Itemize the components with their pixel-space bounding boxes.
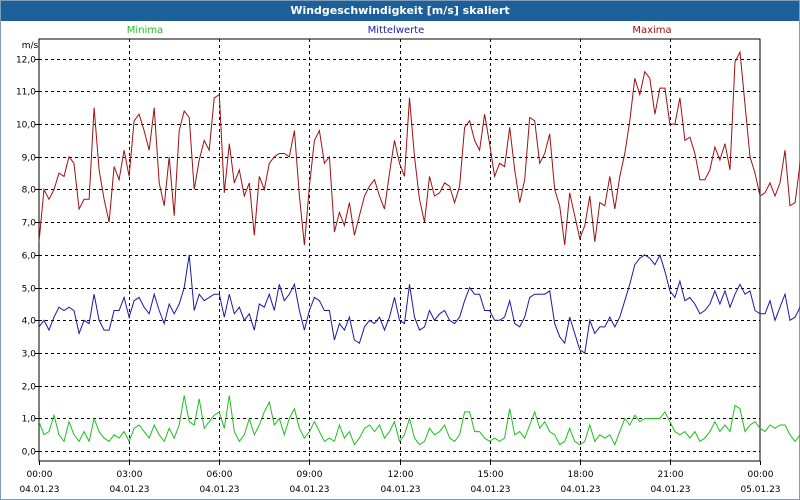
y-axis-unit: m/s bbox=[22, 41, 39, 51]
y-tick-label: 4,0 bbox=[22, 317, 37, 327]
x-tick-time: 12:00 bbox=[388, 470, 414, 480]
y-tick-label: 6,0 bbox=[22, 252, 37, 262]
grid-lines bbox=[39, 39, 760, 461]
y-tick-label: 3,0 bbox=[22, 350, 37, 360]
x-tick-time: 00:00 bbox=[748, 470, 774, 480]
x-tick-date: 04.01.23 bbox=[289, 485, 329, 495]
y-tick-label: 0,0 bbox=[22, 448, 37, 458]
y-tick-label: 1,0 bbox=[22, 415, 37, 425]
series-group bbox=[38, 50, 800, 446]
chart-title: Windgeschwindigkeit [m/s] skaliert bbox=[1, 1, 799, 21]
x-tick-time: 00:00 bbox=[27, 470, 53, 480]
y-tick-label: 9,0 bbox=[22, 154, 37, 164]
y-tick-label: 12,0 bbox=[16, 56, 36, 66]
x-tick-time: 03:00 bbox=[117, 470, 143, 480]
x-tick-date: 04.01.23 bbox=[199, 485, 239, 495]
series-line-minima bbox=[38, 395, 800, 446]
x-tick-date: 05.01.23 bbox=[740, 485, 780, 495]
x-tick-date: 04.01.23 bbox=[19, 485, 59, 495]
x-axis: 00:00 04.01.23 03:00 04.01.23 06:00 04.01.23 0… bbox=[19, 461, 781, 495]
x-tick-date: 04.01.23 bbox=[380, 485, 420, 495]
y-axis: 0,0 1,0 2,0 3,0 4,0 5,0 6,0 7,0 8,0 9,0 10,0 11,0 12… bbox=[16, 56, 39, 458]
x-tick-date: 04.01.23 bbox=[470, 485, 510, 495]
legend-maxima: Maxima bbox=[632, 25, 671, 36]
y-tick-label: 2,0 bbox=[22, 383, 37, 393]
x-tick-date: 04.01.23 bbox=[560, 485, 600, 495]
plot-area-border bbox=[38, 38, 761, 462]
y-tick-label: 5,0 bbox=[22, 285, 37, 295]
y-tick-label: 7,0 bbox=[22, 219, 37, 229]
series-line-maxima bbox=[38, 50, 800, 246]
legend-mittelwerte: Mittelwerte bbox=[368, 25, 425, 36]
x-tick-date: 04.01.23 bbox=[650, 485, 690, 495]
x-tick-time: 09:00 bbox=[297, 470, 323, 480]
y-tick-label: 10,0 bbox=[16, 121, 36, 131]
x-tick-time: 21:00 bbox=[658, 470, 684, 480]
y-tick-label: 11,0 bbox=[16, 88, 36, 98]
x-tick-time: 15:00 bbox=[478, 470, 504, 480]
x-tick-time: 06:00 bbox=[207, 470, 233, 480]
y-tick-label: 8,0 bbox=[22, 186, 37, 196]
series-line-mittelwerte bbox=[38, 253, 800, 354]
legend-minima: Minima bbox=[127, 25, 163, 36]
x-tick-date: 04.01.23 bbox=[109, 485, 149, 495]
x-tick-time: 18:00 bbox=[568, 470, 594, 480]
